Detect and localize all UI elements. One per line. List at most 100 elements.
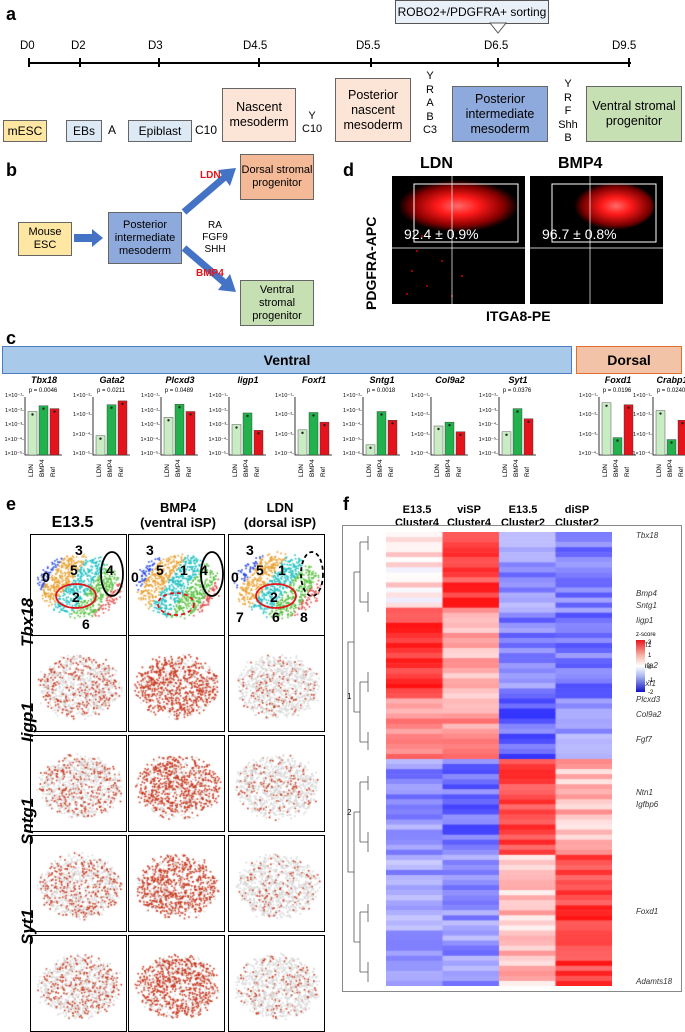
- umap-cluster-label: 3: [146, 542, 154, 558]
- heatmap-gene-label: Igfbp6: [636, 800, 659, 809]
- qpcr-dot: [505, 433, 508, 436]
- factor-item: Y: [426, 70, 434, 82]
- heatmap-gene-label: Foxd1: [636, 907, 659, 916]
- qpcr-plot: [160, 397, 198, 456]
- qpcr-bar: [677, 420, 685, 456]
- umap-cluster-label: 2: [72, 589, 80, 605]
- ventral-header: Ventral: [2, 346, 572, 374]
- factor-item: F: [564, 105, 572, 117]
- posterior-im-box: Posterior intermediate mesoderm: [108, 212, 182, 264]
- qpcr-ytick: 1×10⁻⁵-: [4, 451, 24, 457]
- hm-header-1: E13.5 Cluster4: [394, 504, 440, 529]
- tick: [79, 58, 81, 67]
- qpcr-pvalue: p = 0.0018: [366, 388, 396, 394]
- qpcr-bar: [38, 405, 49, 456]
- qpcr-ytick: 1×10⁻⁴-: [274, 451, 295, 457]
- bmp4-label: BMP4: [196, 268, 224, 279]
- qpcr-dot: [605, 404, 608, 407]
- qpcr-xlabel: Ref: [186, 466, 193, 477]
- qpcr-bar: [455, 431, 466, 456]
- zscore-tick: 1: [648, 652, 652, 659]
- qpcr-xlabel: LDN: [502, 463, 509, 477]
- qpcr-xlabel: BMP4: [309, 459, 316, 477]
- panel-a-label: a: [6, 4, 17, 24]
- umap-canvas: [129, 535, 224, 635]
- umap-cluster-plot: [30, 534, 127, 636]
- qpcr-dot: [448, 423, 451, 427]
- umap-cluster-label: 5: [70, 562, 78, 578]
- umap-ring: [255, 583, 297, 609]
- qpcr-gene-title: Sntg1: [369, 375, 395, 385]
- factor-item: R: [426, 83, 434, 96]
- umap-header-e135: E13.5: [51, 514, 94, 531]
- umap-cluster-label: 0: [42, 569, 50, 585]
- umap-cluster-plot: [228, 534, 325, 636]
- qpcr-xlabel: BMP4: [667, 459, 674, 477]
- qpcr-chart-tbx18: Tbx18 p = 0.0046 1×10⁻¹- 1×10⁻²- 1×10⁻³- 1×10…: [2, 375, 66, 485]
- qpcr-bar: [523, 418, 534, 456]
- factor-list-yrfshhb: Y R F Shh B: [556, 78, 580, 146]
- qpcr-axis: [294, 397, 332, 456]
- flow-bmp4-pct: 96.7 ± 0.8%: [542, 226, 617, 242]
- qpcr-ytick: 1×10⁻²-: [479, 393, 498, 399]
- umap-cluster-label: 4: [200, 562, 208, 578]
- qpcr-xlabel: Ref: [50, 466, 57, 477]
- umap-ring: [200, 551, 224, 597]
- qpcr-dot: [312, 414, 315, 417]
- day-d45: D4.5: [243, 40, 268, 52]
- flow-ylabel: PDGFRA-APC: [363, 216, 379, 310]
- umap-ring: [157, 592, 195, 616]
- qpcr-ytick: 1×10⁻¹-: [633, 393, 652, 399]
- sorting-box: ROBO2+/PDGFRA+ sorting: [395, 0, 549, 24]
- umap-canvas: [229, 736, 324, 831]
- factor-a: A: [108, 123, 117, 137]
- hm-header-3: E13.5 Cluster2: [500, 504, 546, 529]
- umap-cluster-label: 8: [300, 609, 308, 625]
- umap-canvas: [31, 636, 126, 731]
- qpcr-xlabel: LDN: [232, 463, 239, 477]
- qpcr-ytick: 1×10⁻²-: [5, 407, 24, 414]
- umap-expression-plot: [30, 735, 127, 832]
- arrow-icon: [74, 229, 103, 247]
- ventral-sp-box: Ventral stromal progenitor: [240, 280, 314, 326]
- qpcr-plot: [362, 397, 400, 456]
- umap-ring: [300, 551, 324, 597]
- qpcr-plot: [228, 397, 266, 456]
- heatmap-gene-label: Fgf7: [636, 735, 653, 744]
- qpcr-axis: [498, 397, 536, 456]
- qpcr-xlabel: BMP4: [513, 459, 520, 477]
- tick: [158, 58, 160, 67]
- qpcr-dot: [380, 413, 383, 416]
- factor-y-c10: Y C10: [302, 110, 322, 136]
- qpcr-pvalue: p = 0.0489: [164, 388, 194, 394]
- qpcr-ytick: 1×10⁻²-: [209, 407, 228, 414]
- factor-item: B: [426, 110, 434, 123]
- umap-cluster-label: 6: [272, 609, 280, 625]
- stage-ebs: EBs: [66, 120, 102, 142]
- zscore-tick: 0: [648, 665, 652, 671]
- flow-plot-ldn: [392, 176, 525, 304]
- qpcr-chart-sntg1: Sntg1 p = 0.0018 1×10⁻²- 1×10⁻³- 1×10⁻⁴- 1×10…: [340, 375, 404, 485]
- qpcr-bar: [365, 444, 376, 456]
- umap-ring: [100, 551, 124, 597]
- qpcr-xlabel: BMP4: [175, 459, 182, 477]
- factor-c10b: C10: [302, 123, 323, 135]
- qpcr-gene-title: Crabp1: [656, 375, 685, 385]
- cluster-id-2: 2: [347, 808, 352, 817]
- qpcr-dot: [121, 402, 124, 406]
- qpcr-ytick: 1×10⁻⁵-: [208, 451, 228, 457]
- panel-d-label: d: [343, 160, 354, 180]
- qpcr-ytick: 1×10⁻⁴-: [342, 422, 363, 428]
- qpcr-ytick: 1×10⁻¹-: [275, 393, 294, 399]
- umap-expression-plot: [228, 635, 325, 732]
- qpcr-ytick: 1×10⁻²-: [275, 412, 294, 419]
- qpcr-xlabel: LDN: [366, 463, 373, 477]
- heatmap-gene-label: Foxf1: [636, 679, 657, 688]
- ldn-label: LDN: [200, 170, 221, 181]
- umap-canvas: [31, 836, 126, 931]
- umap-cluster-label: 7: [236, 609, 244, 625]
- factor-list-b: RA FGF9 SHH: [198, 220, 232, 256]
- qpcr-pvalue: p = 0.0196: [602, 388, 632, 394]
- day-d55: D5.5: [356, 40, 381, 52]
- qpcr-xlabel: LDN: [28, 463, 35, 477]
